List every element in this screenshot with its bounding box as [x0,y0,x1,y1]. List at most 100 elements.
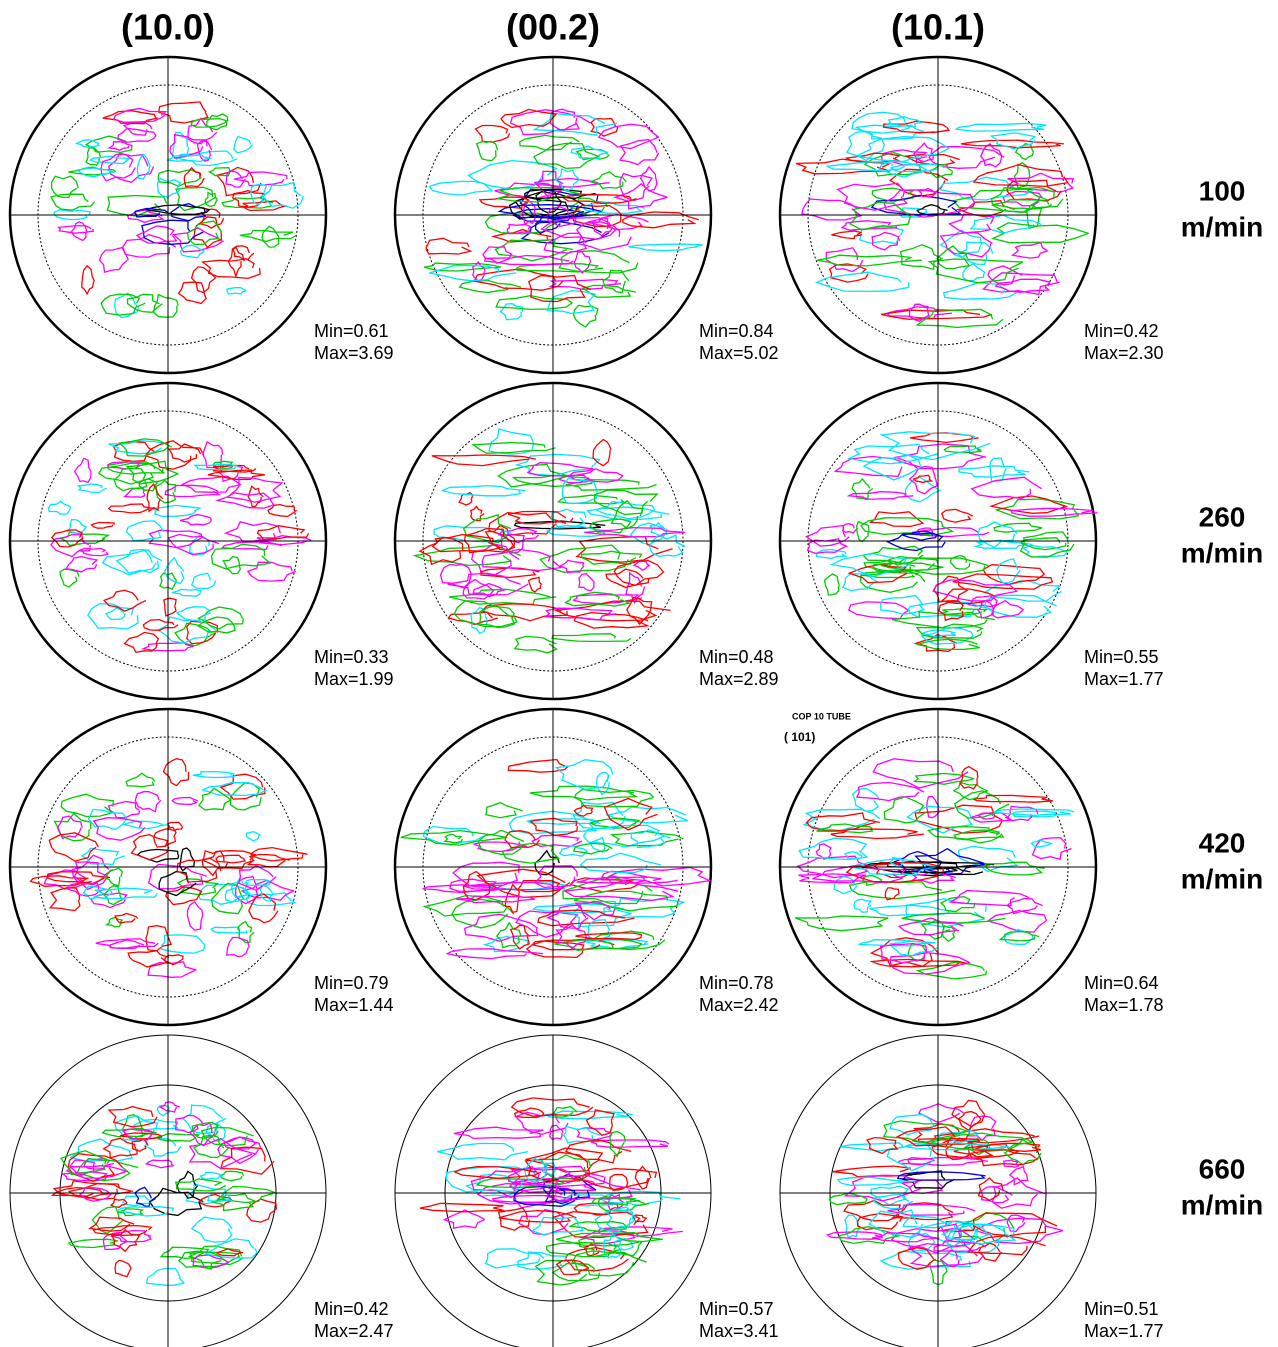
contour [579,852,661,874]
contour [844,152,902,164]
contour [585,1109,616,1137]
contour [47,500,72,515]
contour [816,823,874,834]
contour [534,849,560,876]
contour [138,478,159,492]
column-title: (00.2) [506,7,600,48]
contour [226,286,247,295]
contour [497,186,584,203]
contour [513,520,606,530]
contour [993,522,1043,533]
contour [941,924,956,943]
contour [590,1139,670,1148]
contour [546,290,597,315]
contour [886,116,923,128]
contour [201,849,229,877]
contour [210,543,272,570]
contour [966,1235,1046,1256]
annotation: COP 10 TUBE [792,711,851,721]
contour [422,825,484,846]
contour [591,1196,641,1206]
contour [990,222,1090,244]
contour [229,782,262,811]
contour [571,1167,658,1191]
contour [497,527,539,544]
contour [548,1124,564,1141]
contour [126,209,165,224]
contour [231,190,266,208]
contour [122,1195,152,1207]
contour [1010,507,1098,517]
contour [550,508,587,528]
contour [552,1105,578,1118]
contour [921,629,956,638]
contour [175,186,217,212]
contour [196,140,213,162]
contour [445,1165,538,1193]
contour [433,525,512,543]
pole-figure [393,55,713,375]
contour [231,245,255,261]
pole-figure [8,381,328,701]
contour [109,1198,128,1208]
contour [991,1177,1048,1209]
contour [540,216,617,240]
contour [968,1148,1039,1167]
contour [521,200,536,226]
contour [913,633,958,653]
contour [991,186,1064,214]
contour [176,857,222,883]
contour [211,1193,258,1212]
contour [969,214,1042,234]
contour [190,117,228,128]
contour [1011,242,1048,259]
contour [93,887,158,900]
contour [825,247,864,273]
contour [65,1165,129,1179]
contour [893,443,987,470]
contour [529,817,579,837]
contour [207,469,265,481]
contour [564,591,632,607]
contour [904,476,942,503]
contour [936,245,971,270]
contour [439,563,473,589]
contour [976,600,995,619]
contour [440,484,526,497]
max-label: Max=2.30 [1084,343,1164,363]
contour [589,518,632,534]
pole-figure [778,707,1098,1027]
contour [899,244,943,271]
contour [895,1126,956,1148]
min-label: Min=0.57 [699,1299,774,1319]
contour [840,220,898,231]
contour [533,865,578,889]
contour [524,1151,591,1182]
contour [597,123,660,150]
contour [806,538,848,554]
contour [48,832,99,862]
contour [849,201,912,231]
contour [939,231,993,258]
contour [102,1137,138,1159]
pole-figure [778,381,1098,701]
contour [29,875,92,887]
contour [940,1223,962,1242]
contour [87,808,128,831]
contour [114,1259,132,1278]
contour [580,550,643,566]
contour [882,120,951,134]
contour [948,889,1030,907]
contour [591,217,614,237]
contour [102,110,159,125]
contour [151,504,202,518]
contour [206,113,229,131]
contour [449,878,503,892]
contour [823,573,841,596]
contour [869,958,967,968]
contour [602,269,630,294]
contour [445,948,544,960]
contour [101,1127,157,1138]
min-label: Min=0.51 [1084,1299,1159,1319]
contour [605,806,689,824]
